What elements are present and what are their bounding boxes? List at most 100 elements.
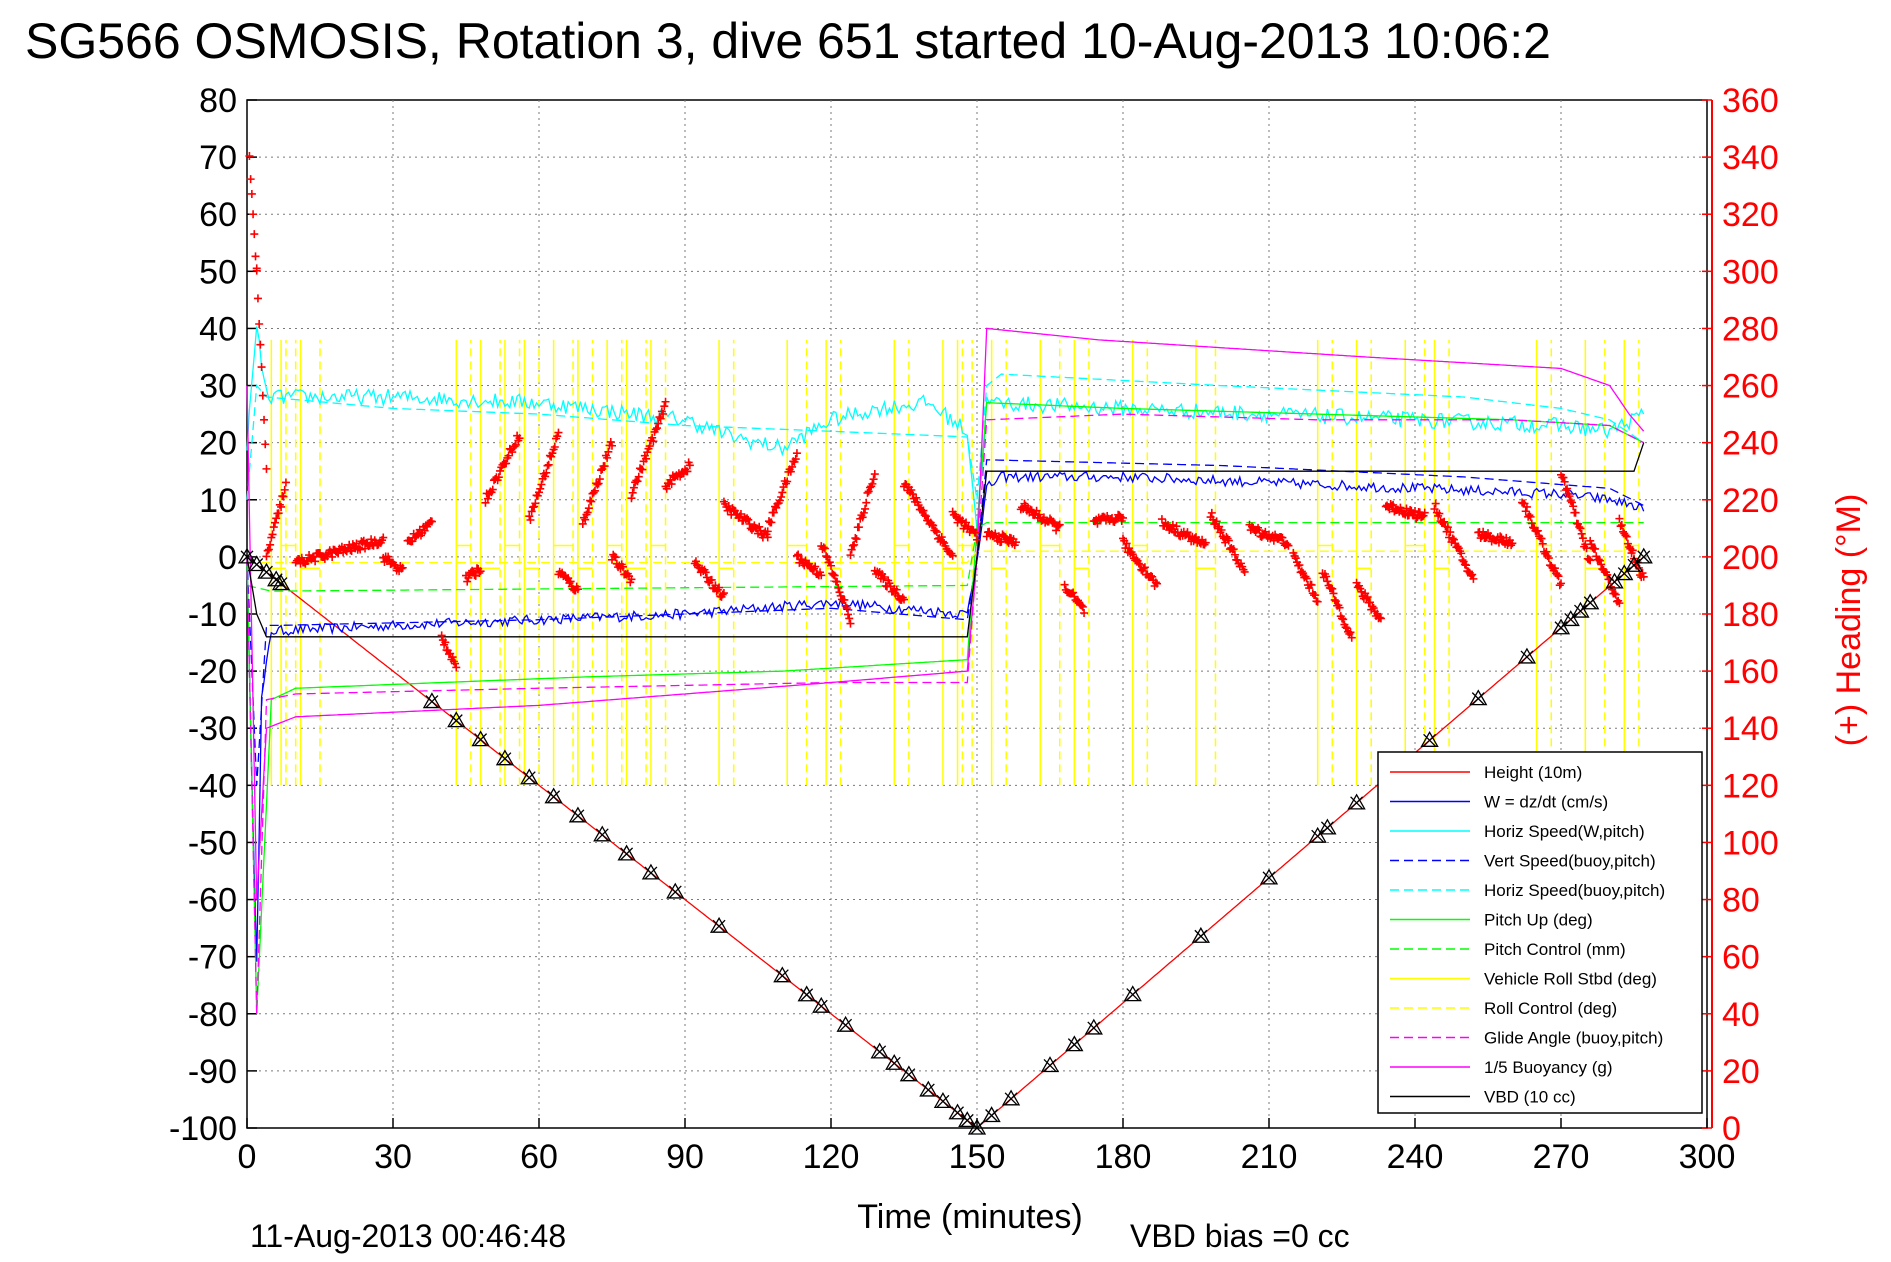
- heading-marker: [1339, 615, 1348, 624]
- height-marker: [520, 768, 539, 785]
- heading-marker: [297, 553, 306, 562]
- heading-marker: [397, 564, 406, 573]
- heading-marker: [1569, 502, 1578, 511]
- heading-marker: [476, 567, 485, 576]
- height-marker: [958, 1111, 977, 1128]
- heading-marker: [1525, 511, 1534, 520]
- heading-marker: [662, 484, 671, 493]
- heading-marker: [536, 484, 545, 493]
- heading-marker: [1616, 522, 1625, 531]
- legend-box: [1377, 751, 1703, 1114]
- heading-marker: [1323, 577, 1332, 586]
- legend-label: Horiz Speed(W,pitch): [1484, 822, 1645, 841]
- heading-marker: [654, 419, 663, 428]
- y-tick-label: -60: [188, 882, 237, 920]
- heading-marker: [1584, 555, 1593, 564]
- heading-marker: [511, 440, 520, 449]
- heading-marker: [827, 561, 835, 570]
- y-tick-label: -50: [188, 824, 237, 862]
- heading-marker: [938, 537, 947, 546]
- heading-marker: [1559, 473, 1568, 482]
- legend-label: W = dz/dt (cm/s): [1484, 793, 1608, 812]
- heading-marker: [649, 437, 658, 446]
- heading-marker: [587, 497, 596, 506]
- heading-marker: [1521, 507, 1530, 516]
- heading-marker: [1363, 593, 1372, 602]
- heading-marker: [1035, 510, 1044, 519]
- height-marker: [1308, 826, 1327, 843]
- y2-tick-label: 200: [1722, 539, 1779, 577]
- heading-marker: [269, 523, 278, 532]
- heading-marker: [718, 590, 727, 599]
- heading-marker: [496, 466, 505, 475]
- heading-marker: [691, 557, 700, 566]
- heading-marker: [651, 425, 660, 434]
- heading-marker: [367, 535, 376, 544]
- heading-marker: [279, 492, 288, 501]
- y-tick-label: 0: [218, 539, 237, 577]
- series-line: [246, 327, 1645, 900]
- heading-marker: [1295, 561, 1304, 570]
- heading-marker: [274, 509, 283, 518]
- height-marker: [899, 1065, 918, 1082]
- y2-tick-label: 160: [1722, 653, 1779, 691]
- heading-marker: [1335, 603, 1344, 612]
- y-tick-label: -90: [188, 1053, 237, 1091]
- heading-marker: [608, 441, 616, 450]
- height-marker: [447, 711, 466, 728]
- heading-marker: [825, 558, 834, 567]
- heading-marker: [1449, 535, 1458, 544]
- heading-marker: [270, 518, 279, 527]
- heading-marker: [583, 508, 592, 517]
- height-marker: [1259, 868, 1279, 885]
- heading-marker: [847, 545, 856, 554]
- heading-marker: [1284, 541, 1293, 550]
- heading-marker: [701, 568, 710, 577]
- heading-marker: [767, 518, 776, 527]
- heading-marker: [834, 583, 843, 592]
- series-line: [247, 550, 1644, 564]
- heading-marker: [1639, 572, 1648, 581]
- heading-marker: [1468, 570, 1477, 579]
- heading-marker: [1217, 526, 1226, 535]
- heading-marker: [1481, 533, 1490, 542]
- heading-marker: [627, 575, 636, 584]
- height-marker: [568, 806, 588, 823]
- heading-marker: [1565, 492, 1574, 501]
- heading-marker: [535, 488, 543, 497]
- heading-marker: [525, 512, 534, 521]
- heading-marker: [1119, 513, 1127, 522]
- heading-marker: [833, 577, 842, 586]
- heading-marker: [261, 440, 270, 449]
- heading-marker: [1376, 614, 1385, 623]
- height-marker: [257, 562, 276, 579]
- heading-marker: [1575, 523, 1584, 532]
- heading-marker: [1610, 589, 1619, 598]
- height-marker: [919, 1080, 938, 1097]
- heading-marker: [1255, 526, 1264, 535]
- heading-marker: [786, 467, 795, 476]
- height-marker: [1517, 647, 1537, 664]
- y-tick-label: 80: [199, 82, 237, 120]
- heading-marker: [547, 452, 556, 461]
- heading-marker: [611, 553, 620, 562]
- height-marker: [1469, 689, 1488, 706]
- heading-marker: [573, 585, 582, 594]
- y-tick-label: -20: [188, 653, 237, 691]
- heading-marker: [1128, 550, 1137, 559]
- heading-marker: [1328, 584, 1337, 593]
- heading-marker: [1458, 556, 1467, 565]
- heading-marker: [892, 585, 901, 594]
- height-marker: [1581, 593, 1600, 610]
- heading-marker: [900, 595, 908, 604]
- height-marker: [967, 1118, 987, 1135]
- heading-marker: [1365, 598, 1374, 607]
- heading-marker: [263, 546, 272, 555]
- heading-marker: [850, 540, 859, 549]
- y2-tick-label: 260: [1722, 368, 1779, 406]
- height-marker: [1347, 793, 1366, 810]
- legend-label: Pitch Control (mm): [1484, 940, 1626, 959]
- heading-marker: [745, 520, 754, 529]
- heading-marker: [948, 551, 957, 560]
- heading-marker: [912, 493, 921, 502]
